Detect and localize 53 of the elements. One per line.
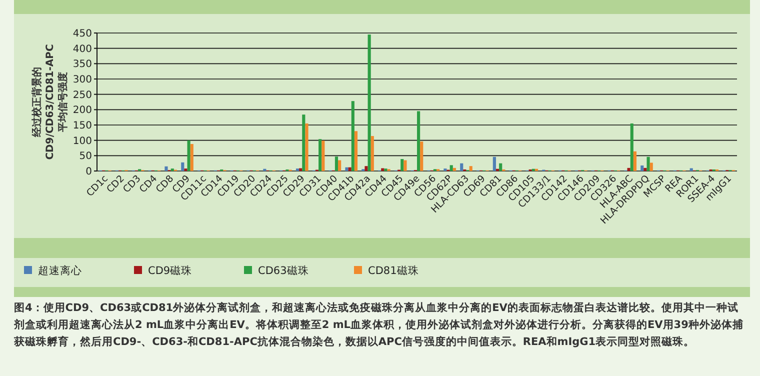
bar (354, 131, 358, 171)
bar (630, 123, 634, 171)
bar (302, 114, 306, 171)
y-tick-label: 100 (72, 136, 92, 147)
y-tick-label: 200 (72, 105, 92, 116)
bar (370, 136, 374, 171)
bar (404, 160, 407, 171)
bar (492, 156, 496, 171)
bar (181, 162, 184, 171)
bar (345, 167, 348, 171)
bar (381, 168, 384, 171)
bar (348, 167, 352, 171)
bar (351, 101, 354, 171)
bar (420, 142, 424, 171)
bar (400, 159, 404, 171)
y-tick-label: 300 (72, 74, 92, 86)
bar (299, 168, 302, 171)
y-tick-label: 400 (72, 44, 92, 55)
bar (646, 156, 650, 171)
bar (190, 144, 194, 171)
y-tick-label: 450 (72, 28, 92, 40)
bar (452, 168, 456, 171)
y-tick-label: 150 (72, 120, 92, 132)
bar (334, 156, 338, 171)
bar (187, 140, 190, 171)
bar (499, 163, 502, 171)
bar (417, 111, 420, 171)
bar (633, 151, 636, 171)
bar (690, 168, 693, 171)
legend-label: 超速离心 (38, 264, 82, 277)
bar (469, 166, 472, 171)
legend-label: CD9磁珠 (148, 264, 192, 277)
bar (318, 139, 322, 171)
bar (164, 166, 168, 171)
legend-label: CD81磁珠 (368, 264, 419, 277)
bar (460, 163, 464, 171)
bar (305, 123, 308, 171)
y-tick-label: 250 (72, 90, 92, 101)
caption: 图4：使用CD9、CD63或CD81外泌体分离试剂盒，和超速离心法或免疫磁珠分离从血浆中分离的EV的表面标志物蛋白表达谱比较。使用其中一种试剂盒或利用超速离心法从2 mL血浆中分离出EV。将体积调整至2 mL血浆体积，使用外泌体试剂盒对外泌体进行分析。分离获得的EV用39种外泌体捕获磁珠孵育，然后用CD9-、CD63-和CD81-APC抗体混合物染色，数据以APC信号强度的中间值表示。REA和mIgG1表示同型对照磁珠。 (14, 300, 744, 350)
bar (627, 168, 630, 171)
y-tick-label: 50 (79, 151, 92, 162)
legend-label: CD63磁珠 (258, 264, 309, 277)
y-tick-label: 0 (86, 166, 92, 178)
bar (322, 140, 325, 171)
bar (450, 165, 453, 171)
y-tick-label: 350 (72, 59, 92, 70)
bar (368, 34, 371, 171)
y-axis-title: 经过校正背景的 CD9/CD63/CD81-APC 平均信号强度 (31, 44, 69, 160)
bar (650, 162, 653, 171)
bar (338, 160, 342, 171)
bar (364, 166, 368, 171)
bar (640, 165, 644, 171)
bar (644, 168, 647, 171)
